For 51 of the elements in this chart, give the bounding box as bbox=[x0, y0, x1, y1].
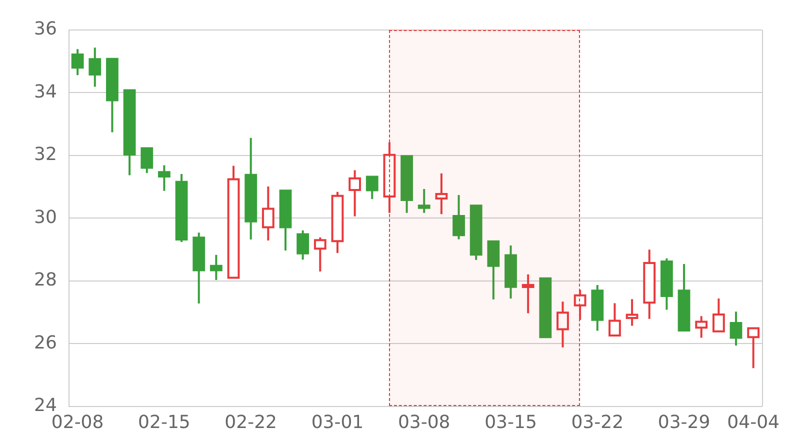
candlestick bbox=[574, 288, 586, 321]
candlestick bbox=[435, 172, 448, 216]
candlestick bbox=[695, 315, 708, 339]
candlestick bbox=[244, 136, 258, 241]
candlestick bbox=[88, 46, 102, 88]
candlestick bbox=[452, 194, 465, 240]
y-tick-label: 32 bbox=[34, 144, 57, 166]
y-tick-label: 36 bbox=[34, 18, 57, 40]
x-tick-label: 03-15 bbox=[484, 412, 537, 433]
candlestick bbox=[418, 188, 430, 214]
candlestick bbox=[123, 89, 136, 176]
candlestick bbox=[279, 190, 292, 252]
x-tick-label: 03-08 bbox=[398, 412, 450, 433]
candlestick bbox=[712, 298, 725, 332]
candlestick bbox=[296, 229, 310, 261]
x-tick-label: 02-22 bbox=[224, 412, 277, 433]
candlestick bbox=[348, 169, 362, 218]
x-tick-label: 02-15 bbox=[138, 412, 190, 433]
candlestick bbox=[626, 298, 638, 327]
candlestick bbox=[522, 273, 534, 314]
candlestick bbox=[192, 232, 206, 305]
x-tick-label: 03-01 bbox=[311, 412, 364, 433]
x-tick-label: 03-29 bbox=[658, 412, 710, 433]
candlestick bbox=[660, 257, 673, 311]
candlestick bbox=[678, 262, 690, 332]
candlestick bbox=[71, 48, 84, 76]
candlestick bbox=[643, 248, 656, 320]
candlestick bbox=[608, 302, 621, 337]
y-tick-label: 30 bbox=[34, 206, 57, 228]
y-tick-label: 28 bbox=[34, 270, 57, 291]
candlestick bbox=[106, 58, 118, 134]
candlestick bbox=[331, 190, 344, 254]
candlestick bbox=[487, 240, 500, 300]
candlestick bbox=[158, 164, 170, 192]
candlestick bbox=[591, 284, 604, 332]
x-tick-label: 04-04 bbox=[727, 412, 780, 433]
candlestick bbox=[747, 327, 760, 370]
candlestick bbox=[227, 164, 240, 279]
candlestick bbox=[504, 244, 517, 300]
candlestick bbox=[730, 310, 742, 347]
x-tick-label: 03-22 bbox=[571, 412, 624, 433]
y-tick-label: 26 bbox=[34, 332, 57, 354]
candlestick bbox=[556, 300, 569, 348]
candlestick bbox=[175, 172, 188, 244]
candlestick bbox=[383, 141, 396, 214]
x-tick-label: 02-08 bbox=[51, 412, 104, 433]
candlestick bbox=[400, 155, 413, 214]
candlestick bbox=[314, 236, 326, 273]
candlestick bbox=[210, 254, 222, 281]
candlestick bbox=[262, 186, 274, 242]
y-tick-label: 34 bbox=[34, 81, 57, 102]
